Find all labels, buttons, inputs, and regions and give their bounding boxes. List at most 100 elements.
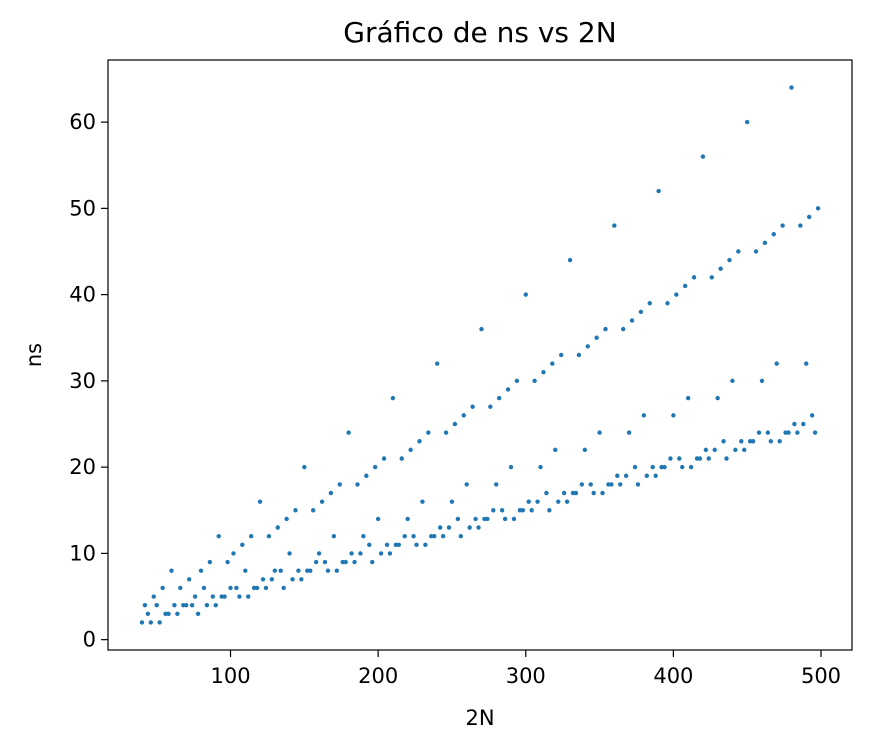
data-point xyxy=(508,464,514,470)
data-point xyxy=(789,85,794,90)
data-point xyxy=(739,439,744,444)
data-point xyxy=(204,602,210,608)
data-point xyxy=(736,249,741,254)
data-point xyxy=(296,568,301,573)
data-point xyxy=(815,206,821,211)
data-point xyxy=(411,533,416,539)
data-point xyxy=(455,516,461,522)
data-point xyxy=(724,456,729,461)
data-point xyxy=(674,292,679,297)
data-point xyxy=(449,499,455,504)
data-point xyxy=(343,559,348,565)
data-point xyxy=(370,559,375,565)
data-point xyxy=(437,525,443,530)
data-point xyxy=(544,490,549,496)
data-point xyxy=(325,568,331,573)
data-point xyxy=(662,464,667,470)
data-point xyxy=(148,620,154,625)
data-point xyxy=(697,456,703,461)
data-point xyxy=(192,594,198,599)
data-point xyxy=(801,421,806,427)
data-point xyxy=(207,559,213,565)
data-point xyxy=(623,473,629,478)
data-point xyxy=(461,413,466,418)
data-point xyxy=(260,577,266,582)
data-point xyxy=(523,292,528,297)
data-point xyxy=(201,585,207,591)
data-point xyxy=(715,395,720,401)
data-point xyxy=(331,533,337,539)
data-point xyxy=(709,275,714,280)
data-point xyxy=(473,516,478,522)
data-point xyxy=(243,568,248,573)
data-point xyxy=(470,404,475,409)
data-point xyxy=(576,352,582,358)
data-point xyxy=(440,533,446,539)
data-point xyxy=(225,559,230,565)
data-point xyxy=(464,482,469,487)
data-point xyxy=(671,413,676,418)
data-point xyxy=(626,430,632,435)
data-point xyxy=(718,266,723,271)
data-point xyxy=(387,551,393,556)
data-point xyxy=(352,559,357,565)
data-point xyxy=(597,430,602,435)
data-point xyxy=(375,516,381,522)
data-point xyxy=(213,602,218,608)
data-point xyxy=(505,387,511,392)
data-point xyxy=(169,568,174,573)
data-point xyxy=(151,594,156,599)
y-tick-label: 20 xyxy=(69,455,96,479)
data-point xyxy=(768,439,774,444)
y-tick-label: 60 xyxy=(69,110,96,134)
data-points xyxy=(139,85,821,625)
data-point xyxy=(367,542,372,547)
data-point xyxy=(254,585,260,591)
data-point xyxy=(620,326,626,332)
data-point xyxy=(644,473,650,478)
data-point xyxy=(682,283,688,289)
x-tick-label: 200 xyxy=(358,664,398,688)
data-point xyxy=(396,542,402,547)
data-point xyxy=(290,577,295,582)
data-point xyxy=(281,585,286,591)
data-point xyxy=(139,620,145,625)
data-point xyxy=(154,602,159,608)
data-point xyxy=(479,326,484,332)
data-point xyxy=(443,430,449,435)
data-point xyxy=(234,585,239,591)
data-point xyxy=(308,568,313,573)
data-point xyxy=(780,223,785,228)
data-point xyxy=(228,585,233,591)
data-point xyxy=(795,430,800,435)
x-axis-label: 2N xyxy=(465,706,494,730)
data-point xyxy=(257,499,263,504)
data-point xyxy=(730,378,735,384)
data-point xyxy=(334,568,340,573)
data-point xyxy=(727,257,732,263)
data-point xyxy=(417,439,422,444)
data-point xyxy=(299,577,304,582)
data-point xyxy=(157,620,162,625)
data-point xyxy=(635,482,641,487)
data-point xyxy=(612,223,617,228)
data-point xyxy=(275,525,280,530)
data-point xyxy=(399,456,404,461)
data-point xyxy=(618,482,623,487)
x-axis: 100 200 300 400 500 xyxy=(210,650,841,688)
data-point xyxy=(759,378,765,384)
data-point xyxy=(721,439,726,444)
data-point xyxy=(700,154,706,159)
data-point xyxy=(231,551,236,556)
x-tick-label: 400 xyxy=(653,664,693,688)
data-point xyxy=(538,464,543,470)
data-point xyxy=(691,275,697,280)
data-point xyxy=(706,456,712,461)
x-tick-label: 300 xyxy=(506,664,546,688)
data-point xyxy=(491,508,496,513)
data-point xyxy=(502,516,508,522)
data-point xyxy=(420,499,425,504)
data-point xyxy=(680,464,685,470)
data-point xyxy=(656,188,661,194)
data-point xyxy=(685,395,691,401)
